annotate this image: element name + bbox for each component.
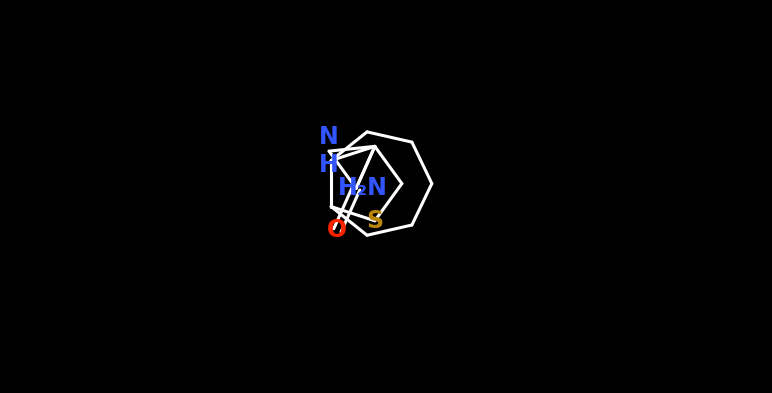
Text: S: S xyxy=(366,209,384,233)
Text: O: O xyxy=(327,219,347,242)
Text: H₂N: H₂N xyxy=(338,176,388,200)
Text: N
H: N H xyxy=(319,125,339,177)
